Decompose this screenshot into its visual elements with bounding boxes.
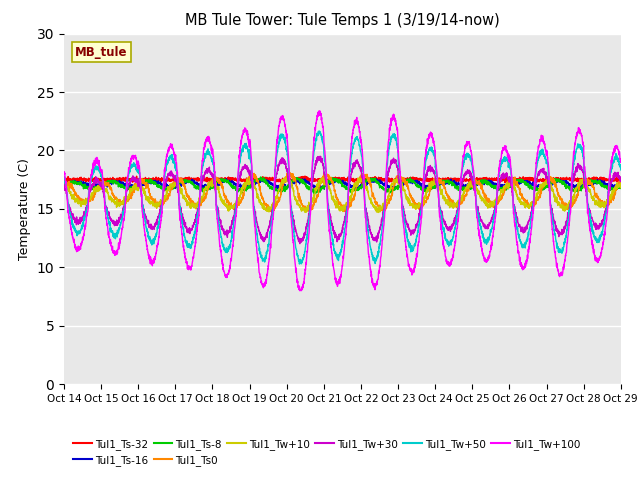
- Tul1_Tw+10: [374, 210, 382, 216]
- Line: Tul1_Ts0: Tul1_Ts0: [64, 172, 621, 212]
- Tul1_Ts0: [157, 203, 164, 208]
- Tul1_Ts-8: [157, 185, 164, 191]
- Tul1_Ts-16: [617, 183, 625, 189]
- Tul1_Tw+10: [274, 190, 282, 195]
- Tul1_Tw+30: [157, 203, 164, 209]
- Tul1_Tw+30: [274, 166, 282, 172]
- Tul1_Ts0: [60, 178, 68, 183]
- Tul1_Ts-8: [257, 174, 265, 180]
- Tul1_Tw+100: [60, 171, 68, 177]
- Tul1_Tw+10: [298, 205, 306, 211]
- Tul1_Tw+30: [60, 181, 68, 187]
- Tul1_Tw+100: [298, 286, 306, 292]
- Tul1_Tw+50: [60, 175, 68, 181]
- Tul1_Ts-16: [298, 179, 306, 184]
- Legend: Tul1_Ts-32, Tul1_Ts-16, Tul1_Ts-8, Tul1_Ts0, Tul1_Tw+10, Tul1_Tw+30, Tul1_Tw+50,: Tul1_Ts-32, Tul1_Ts-16, Tul1_Ts-8, Tul1_…: [69, 435, 584, 470]
- Tul1_Ts-32: [301, 173, 309, 179]
- Tul1_Tw+50: [606, 174, 614, 180]
- Tul1_Tw+50: [274, 149, 282, 155]
- Tul1_Tw+100: [316, 108, 323, 114]
- Tul1_Tw+30: [124, 185, 131, 191]
- Line: Tul1_Tw+30: Tul1_Tw+30: [64, 156, 621, 244]
- Tul1_Ts0: [124, 196, 131, 202]
- Tul1_Tw+30: [296, 241, 304, 247]
- Tul1_Tw+10: [606, 194, 614, 200]
- Tul1_Ts0: [274, 199, 282, 204]
- Tul1_Tw+30: [298, 238, 306, 243]
- Tul1_Ts0: [617, 181, 625, 187]
- Tul1_Tw+100: [296, 288, 303, 293]
- Tul1_Ts-32: [606, 179, 614, 185]
- Line: Tul1_Tw+10: Tul1_Tw+10: [64, 178, 621, 213]
- Tul1_Ts-8: [60, 182, 68, 188]
- Tul1_Ts-32: [617, 175, 625, 181]
- Tul1_Ts-16: [547, 181, 554, 187]
- Tul1_Tw+50: [298, 260, 306, 265]
- Line: Tul1_Ts-32: Tul1_Ts-32: [64, 176, 621, 183]
- Tul1_Tw+50: [157, 211, 164, 217]
- Tul1_Ts0: [285, 169, 293, 175]
- Tul1_Tw+100: [606, 167, 614, 173]
- Tul1_Tw+10: [547, 182, 554, 188]
- Tul1_Ts-16: [388, 187, 396, 192]
- Tul1_Ts-8: [617, 184, 625, 190]
- Tul1_Ts-32: [60, 177, 68, 183]
- Line: Tul1_Ts-8: Tul1_Ts-8: [64, 177, 621, 193]
- Tul1_Ts-16: [274, 184, 282, 190]
- Tul1_Ts-16: [260, 176, 268, 181]
- Tul1_Ts0: [547, 177, 554, 182]
- Tul1_Ts-8: [547, 179, 554, 184]
- Tul1_Tw+30: [606, 182, 614, 188]
- Tul1_Tw+50: [296, 261, 303, 267]
- Tul1_Ts-16: [124, 183, 131, 189]
- Tul1_Ts-32: [157, 178, 164, 184]
- Tul1_Tw+50: [124, 179, 131, 185]
- Tul1_Tw+10: [60, 183, 68, 189]
- Tul1_Tw+100: [617, 159, 625, 165]
- Tul1_Tw+10: [157, 197, 164, 203]
- Tul1_Ts-8: [298, 178, 306, 184]
- Line: Tul1_Tw+50: Tul1_Tw+50: [64, 131, 621, 264]
- Tul1_Tw+10: [124, 194, 131, 200]
- Tul1_Tw+100: [124, 174, 131, 180]
- Text: MB_tule: MB_tule: [75, 46, 127, 59]
- Line: Tul1_Tw+100: Tul1_Tw+100: [64, 111, 621, 290]
- Tul1_Ts-8: [386, 191, 394, 196]
- Tul1_Ts-32: [124, 178, 131, 183]
- Tul1_Tw+10: [282, 175, 289, 180]
- Title: MB Tule Tower: Tule Temps 1 (3/19/14-now): MB Tule Tower: Tule Temps 1 (3/19/14-now…: [185, 13, 500, 28]
- Tul1_Tw+100: [547, 202, 554, 207]
- Tul1_Ts-16: [606, 182, 614, 188]
- Tul1_Tw+50: [547, 197, 554, 203]
- Tul1_Ts-32: [358, 180, 365, 186]
- Tul1_Tw+50: [617, 167, 625, 173]
- Tul1_Ts-8: [606, 184, 614, 190]
- Tul1_Tw+10: [617, 185, 625, 191]
- Tul1_Ts-32: [298, 176, 305, 181]
- Tul1_Ts-32: [274, 178, 282, 184]
- Tul1_Ts-16: [60, 182, 68, 188]
- Tul1_Ts0: [298, 201, 306, 206]
- Y-axis label: Temperature (C): Temperature (C): [18, 158, 31, 260]
- Tul1_Tw+30: [617, 179, 625, 184]
- Tul1_Ts0: [307, 209, 314, 215]
- Tul1_Tw+30: [317, 154, 324, 159]
- Tul1_Ts-8: [274, 189, 282, 194]
- Tul1_Tw+30: [547, 200, 554, 206]
- Line: Tul1_Ts-16: Tul1_Ts-16: [64, 179, 621, 190]
- Tul1_Tw+100: [157, 221, 164, 227]
- Tul1_Ts0: [606, 200, 614, 205]
- Tul1_Tw+50: [316, 128, 323, 134]
- Tul1_Tw+100: [274, 134, 282, 140]
- Tul1_Ts-16: [157, 180, 164, 186]
- Tul1_Ts-32: [547, 178, 554, 184]
- Tul1_Ts-8: [124, 184, 131, 190]
